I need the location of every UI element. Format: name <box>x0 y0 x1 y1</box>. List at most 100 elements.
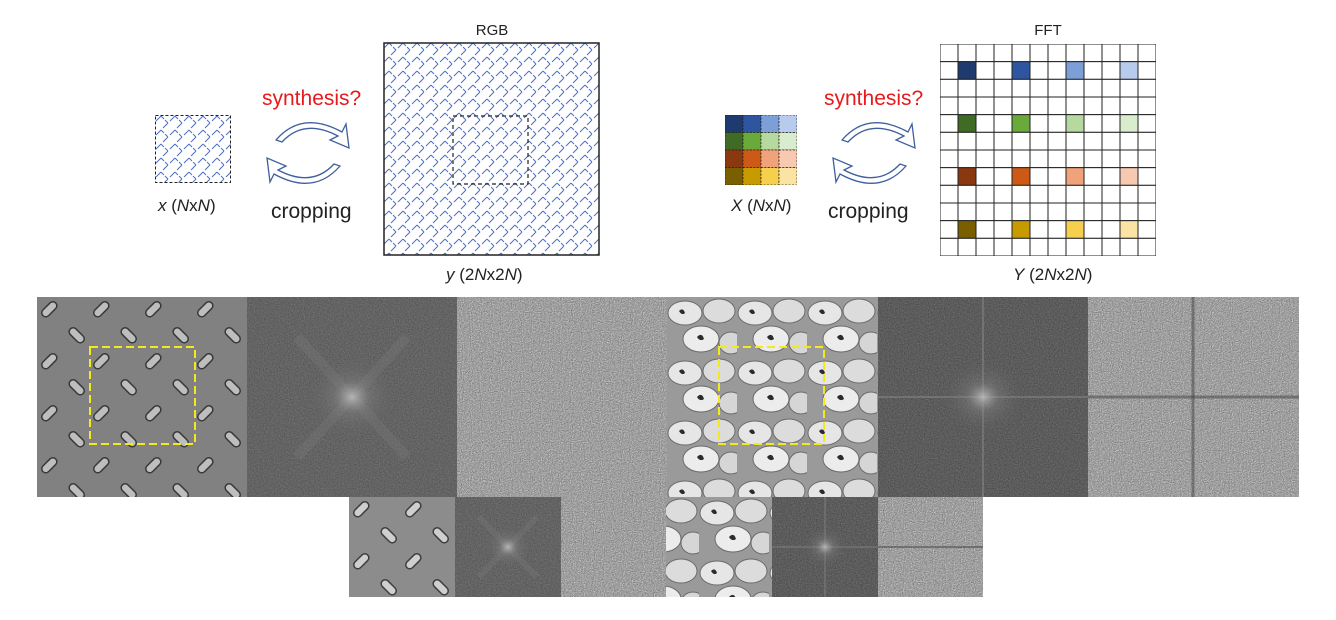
fft-grid-cell <box>1101 44 1121 63</box>
fft-coef-cell <box>760 149 780 168</box>
fft-grid-cell <box>1101 237 1121 256</box>
fft-grid-cell <box>1083 114 1103 133</box>
fft-grid-cell <box>957 202 977 222</box>
fft-grid-cell <box>1011 202 1031 222</box>
fft-grid-cell <box>975 114 995 133</box>
fft-grid-cell <box>993 237 1013 256</box>
large-fft-y <box>940 44 1156 256</box>
beans-fft-phase <box>1088 297 1299 497</box>
fft-grid-cell <box>975 149 995 169</box>
fft-coef-cell <box>760 115 780 133</box>
fft-grid-cell <box>940 44 959 63</box>
fft-grid-cell <box>940 114 959 133</box>
synthesis-label-fft: synthesis? <box>824 87 924 110</box>
fft-coef-cell <box>725 167 744 185</box>
fft-grid-cell <box>940 78 959 98</box>
fft-grid-cell <box>1083 96 1103 116</box>
cropping-label: cropping <box>271 200 352 223</box>
fft-grid-cell <box>1065 237 1085 256</box>
rgb-title: RGB <box>475 22 509 39</box>
fft-grid-cell <box>1065 44 1085 63</box>
fft-grid-cell <box>1101 149 1121 169</box>
fft-grid-cell <box>1065 220 1085 239</box>
fft-grid-cell <box>1011 184 1031 204</box>
fft-grid-cell <box>1119 167 1139 186</box>
fft-grid-cell <box>940 149 959 169</box>
fft-grid-cell <box>1011 114 1031 133</box>
fft-grid-cell <box>1119 149 1139 169</box>
diamond-plate-crop-fft-phase <box>561 497 666 597</box>
fft-grid-cell <box>1029 167 1049 186</box>
fft-grid-cell <box>1047 114 1067 133</box>
fft-grid-cell <box>1047 149 1067 169</box>
fft-grid-cell <box>940 96 959 116</box>
fft-grid-cell <box>1047 96 1067 116</box>
fft-grid-cell <box>1047 220 1067 239</box>
fft-grid-cell <box>975 78 995 98</box>
fft-grid-cell <box>1047 44 1067 63</box>
cycle-arrows-icon <box>828 112 920 194</box>
fft-grid-cell <box>1101 220 1121 239</box>
crop-box-yellow <box>718 346 825 445</box>
fft-grid-cell <box>957 61 977 80</box>
fft-grid-cell <box>1083 202 1103 222</box>
fft-grid-cell <box>1029 131 1049 151</box>
fft-grid-cell <box>940 184 959 204</box>
diamond-plate-crop-fft-magnitude <box>455 497 561 597</box>
fft-grid-cell <box>1029 61 1049 80</box>
fft-grid-cell <box>1119 78 1139 98</box>
fft-grid-cell <box>1083 61 1103 80</box>
fft-grid-cell <box>940 220 959 239</box>
fft-grid-cell <box>1011 78 1031 98</box>
fft-coef-cell <box>778 167 797 185</box>
fft-grid-cell <box>993 131 1013 151</box>
fft-grid-cell <box>975 61 995 80</box>
image-strip-top <box>37 297 1299 497</box>
fft-grid-cell <box>1083 149 1103 169</box>
fft-grid-cell <box>993 167 1013 186</box>
fft-grid-cell <box>1011 96 1031 116</box>
fft-grid-cell <box>1083 78 1103 98</box>
fft-coef-cell <box>778 132 797 151</box>
fft-grid-cell <box>1137 131 1156 151</box>
fft-grid-cell <box>1119 220 1139 239</box>
fft-grid-cell <box>1047 237 1067 256</box>
fft-grid-cell <box>1065 202 1085 222</box>
fft-grid-cell <box>1029 184 1049 204</box>
fft-grid-cell <box>1083 131 1103 151</box>
fft-grid-cell <box>957 114 977 133</box>
fft-grid-cell <box>1101 184 1121 204</box>
fft-grid-cell <box>1101 96 1121 116</box>
fft-grid-cell <box>940 167 959 186</box>
fft-grid-cell <box>1119 202 1139 222</box>
beans-crop <box>666 497 772 597</box>
fft-grid-cell <box>1047 131 1067 151</box>
fft-grid-cell <box>1065 167 1085 186</box>
fft-grid-cell <box>993 220 1013 239</box>
diamond-plate-fft-magnitude <box>247 297 457 497</box>
fft-grid-cell <box>1101 78 1121 98</box>
fft-grid-cell <box>940 237 959 256</box>
synthesis-label: synthesis? <box>262 87 362 110</box>
fft-grid-cell <box>957 167 977 186</box>
fft-grid-cell <box>1029 237 1049 256</box>
fft-grid-cell <box>1029 114 1049 133</box>
fft-grid-cell <box>1011 237 1031 256</box>
fft-grid-cell <box>1101 114 1121 133</box>
fft-grid-cell <box>1011 44 1031 63</box>
fft-grid-cell <box>1083 44 1103 63</box>
fft-grid-cell <box>1047 61 1067 80</box>
large-texture-label: y (2Nx2N) <box>446 265 523 284</box>
small-fft-label: X (NxN) <box>731 196 792 215</box>
fft-grid-cell <box>1119 184 1139 204</box>
fft-grid-cell <box>1137 149 1156 169</box>
fft-grid-cell <box>1047 78 1067 98</box>
fft-grid-cell <box>1065 184 1085 204</box>
beans-texture <box>667 297 878 497</box>
fft-grid-cell <box>940 131 959 151</box>
fft-coef-cell <box>725 149 744 168</box>
fft-grid-cell <box>957 149 977 169</box>
fft-grid-cell <box>1083 237 1103 256</box>
fft-grid-cell <box>1029 202 1049 222</box>
right-diagram: X (NxN) synthesis? cropping FFT Y (2Nx2N… <box>640 0 1336 290</box>
